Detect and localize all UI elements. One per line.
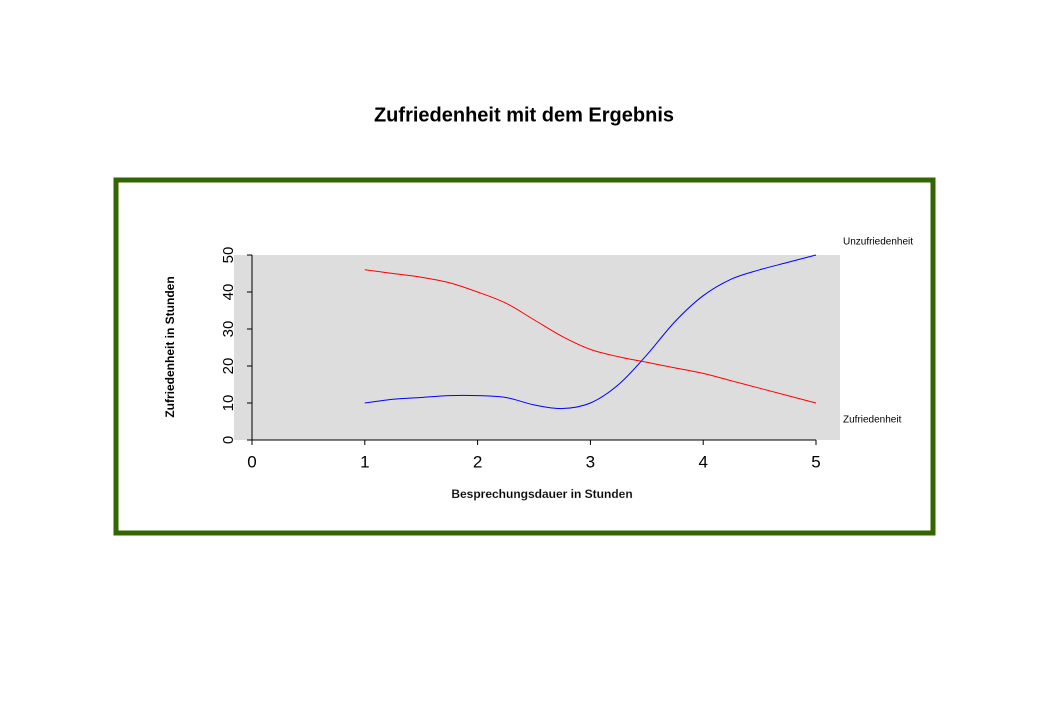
series-label: Unzufriedenheit: [843, 237, 913, 248]
y-axis-label: Zufriedenheit in Stunden: [163, 276, 177, 417]
chart-title: Zufriedenheit mit dem Ergebnis: [374, 104, 674, 126]
y-tick-label: 10: [220, 395, 237, 412]
y-tick-label: 0: [220, 436, 237, 444]
x-tick-label: 0: [247, 452, 256, 471]
y-tick-label: 40: [220, 284, 237, 301]
y-tick-label: 20: [220, 358, 237, 375]
frame: [113, 177, 936, 536]
x-tick-label: 2: [473, 452, 482, 471]
x-axis-label: Besprechungsdauer in Stunden: [451, 487, 632, 501]
series-line: [364, 269, 817, 404]
series-label: Zufriedenheit: [843, 415, 902, 426]
x-tick-label: 5: [811, 452, 820, 471]
x-tick-label: 3: [586, 452, 595, 471]
y-tick-label: 50: [220, 247, 237, 264]
x-tick-label: 1: [360, 452, 369, 471]
x-tick-label: 4: [698, 452, 707, 471]
plot-area: [234, 255, 840, 440]
series-line: [364, 254, 817, 410]
y-tick-label: 30: [220, 321, 237, 338]
